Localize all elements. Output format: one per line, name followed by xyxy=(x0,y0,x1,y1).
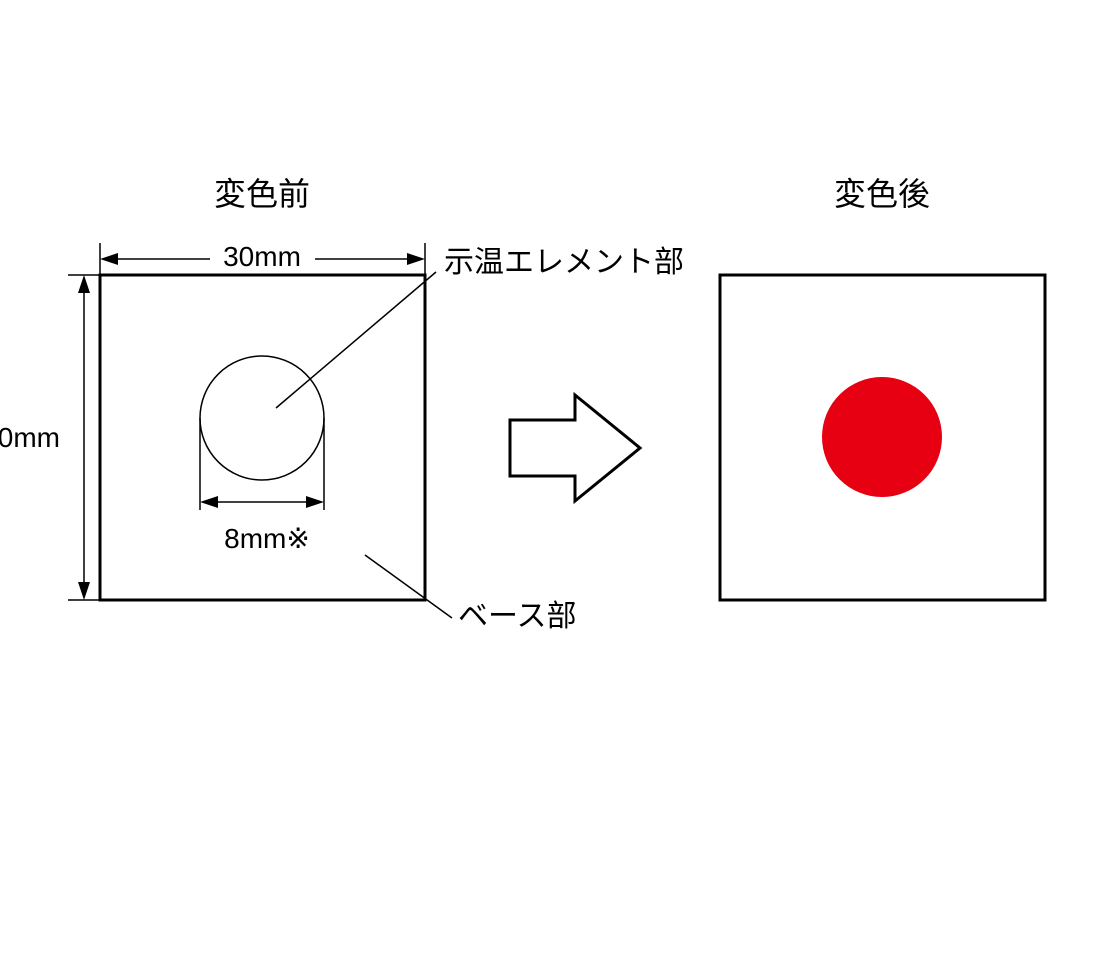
element-label: 示温エレメント部 xyxy=(444,246,684,279)
dim-circ-text: 8mm※ xyxy=(224,523,310,554)
dim-circ-arrow-left xyxy=(200,496,218,508)
base-label: ベース部 xyxy=(458,600,577,633)
after-title: 変色後 xyxy=(834,176,930,212)
diagram-svg: 変色前 変色後 30mm 30mm 8mm※ xyxy=(0,0,1114,980)
before-circle xyxy=(200,356,324,480)
dim-left-arrow-bot xyxy=(78,582,90,600)
dim-top-text: 30mm xyxy=(223,241,301,272)
transition-arrow xyxy=(510,395,640,501)
diagram-root: 変色前 変色後 30mm 30mm 8mm※ xyxy=(0,0,1114,980)
after-circle xyxy=(822,377,942,497)
leader-element xyxy=(276,272,436,408)
dim-left-arrow-top xyxy=(78,275,90,293)
dim-top-arrow-left xyxy=(100,253,118,265)
dim-left-text: 30mm xyxy=(0,422,60,453)
dim-top-arrow-right xyxy=(407,253,425,265)
leader-base xyxy=(365,555,452,618)
before-title: 変色前 xyxy=(214,176,310,212)
dim-circ-arrow-right xyxy=(306,496,324,508)
